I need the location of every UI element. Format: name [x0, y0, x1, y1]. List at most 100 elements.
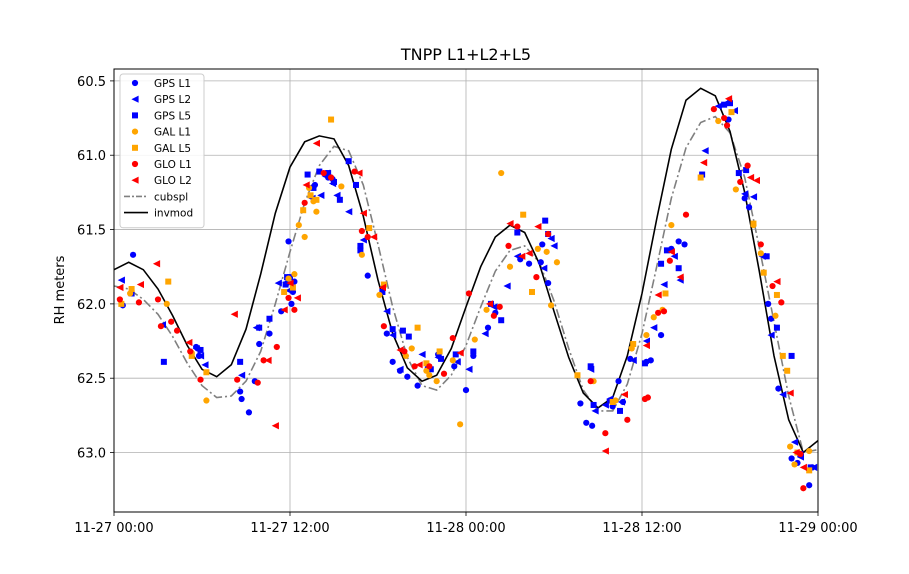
gps-l5-point [470, 348, 477, 355]
y-tick-label: 61.0 [77, 149, 106, 164]
gps-l5-point [357, 247, 364, 254]
y-axis-label: RH meters [53, 255, 68, 324]
glo-l1-point [660, 308, 668, 315]
glo-l2-point [286, 279, 294, 287]
gps-l1-point [266, 330, 273, 337]
gps-l1-point [237, 388, 244, 395]
gps-l5-point [345, 158, 352, 165]
glo-l1-point [723, 122, 731, 129]
gps-l5-point [427, 366, 434, 373]
gal-l5-point [118, 300, 125, 307]
x-tick-label: 11-27 12:00 [250, 521, 329, 536]
gps-l5-point [197, 346, 204, 353]
glo-l2-point [312, 139, 320, 147]
glo-l1-point [260, 357, 267, 364]
glo-l2-point [355, 169, 363, 177]
gps-l5-point [237, 358, 244, 365]
gps-l2-point [238, 371, 246, 379]
glo-l1-point [157, 323, 165, 330]
glo-l1-point [364, 233, 371, 241]
glo-l2-point [230, 310, 238, 318]
glo-l2-point [264, 356, 272, 364]
glo-l2-point [799, 463, 807, 472]
gal-l1-point [433, 378, 440, 385]
gal-l5-point [728, 109, 735, 116]
legend-marker [131, 176, 139, 184]
legend: GPS L1 GPS L2 GPS L5 GAL L1 GAL L5 GLO L1 GLO … [119, 73, 205, 229]
glo-l1-point [168, 318, 175, 325]
gal-l1-point [291, 271, 298, 278]
gal-l1-point [668, 221, 675, 229]
gps-l2-point [547, 234, 555, 243]
glo-l1-point [327, 174, 335, 181]
glo-l2-point [116, 283, 124, 292]
glo-l1-point [666, 257, 673, 264]
gps-l5-point [663, 247, 670, 254]
gps-l5-point [788, 352, 795, 359]
legend-label: GLO L1 [154, 159, 192, 171]
glo-l1-point [465, 290, 473, 297]
gps-l2-point [513, 252, 521, 260]
glo-l1-point [135, 299, 143, 306]
glo-l2-point [667, 248, 675, 256]
legend-label: GLO L2 [154, 175, 192, 187]
gal-l5-point [779, 352, 786, 359]
gps-l5-point [310, 184, 317, 191]
legend-label: GAL L1 [154, 127, 191, 139]
gps-l5-point [735, 170, 742, 177]
glo-l2-point [152, 260, 161, 268]
glo-l2-point [773, 277, 781, 286]
gps-l2-point [274, 279, 282, 287]
chart-title: TNPP L1+L2+L5 [400, 45, 531, 64]
gps-l1-point [238, 395, 245, 403]
glo-l1-point [490, 312, 497, 319]
gps-l2-point [670, 252, 678, 260]
gps-l2-point [790, 438, 799, 446]
gps-l2-point [540, 264, 548, 272]
gps-l5-point [379, 288, 386, 295]
glo-l1-point [800, 485, 807, 492]
glo-l2-point [642, 341, 650, 350]
gal-l5-point [773, 291, 780, 298]
glo-l2-point [271, 422, 279, 430]
glo-l1-point [154, 296, 162, 303]
gal-l5-point [380, 281, 387, 288]
glo-l1-point [173, 327, 181, 334]
legend-marker [131, 128, 139, 135]
gal-l5-point [188, 352, 195, 359]
glo-l2-point [136, 280, 144, 289]
glo-l1-point [380, 323, 387, 330]
gps-l1-point [583, 419, 590, 426]
gal-l1-point [449, 357, 456, 364]
gal-l1-point [313, 208, 320, 215]
gps-l5-point [658, 260, 665, 267]
gps-l2-point [453, 358, 461, 366]
gps-l2-point [601, 401, 609, 409]
gal-l5-point [662, 290, 669, 297]
gps-l2-point [317, 191, 325, 199]
glo-l2-point [746, 173, 755, 182]
glo-l1-point [187, 348, 194, 355]
legend-marker [131, 95, 139, 103]
gal-l1-point [757, 250, 764, 257]
gps-l1-point [389, 358, 396, 365]
gps-l5-point [160, 358, 167, 365]
glo-l1-point [285, 294, 292, 302]
gps-l1-point [745, 204, 753, 211]
gps-l1-point [589, 422, 596, 429]
gps-l5-point [743, 167, 750, 174]
glo-l1-point [721, 114, 728, 122]
gps-l5-point [542, 217, 549, 224]
gps-l2-point [196, 352, 205, 360]
gps-l2-point [389, 331, 397, 339]
gps-l5-point [727, 100, 733, 107]
glo-l1-point [778, 299, 785, 306]
glo-l2-point [506, 220, 514, 228]
glo-l2-point [370, 233, 378, 241]
gal-l5-point [529, 288, 535, 295]
glo-l2-point [485, 300, 494, 308]
gps-l5-point [587, 363, 594, 370]
gps-l2-point [418, 350, 426, 359]
y-tick-label: 60.5 [77, 75, 106, 90]
gal-l1-point [643, 331, 650, 339]
